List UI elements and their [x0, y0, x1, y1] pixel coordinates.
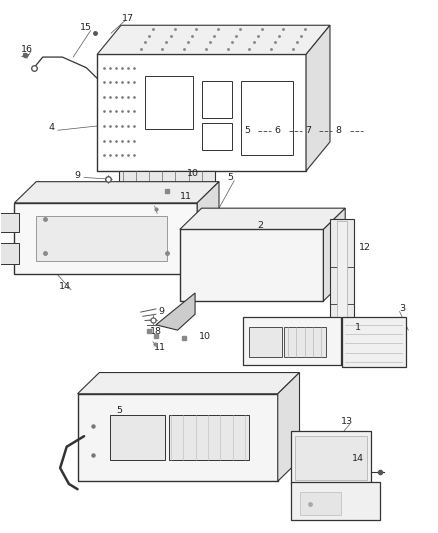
Text: 5: 5 [244, 126, 250, 135]
Text: 3: 3 [399, 304, 405, 313]
Bar [0, 214, 19, 232]
Polygon shape [306, 25, 330, 171]
Bar [291, 482, 380, 520]
Text: 12: 12 [359, 244, 371, 253]
Text: 14: 14 [59, 282, 71, 291]
Text: 5: 5 [116, 406, 122, 415]
Bar [201, 81, 232, 118]
Polygon shape [97, 25, 330, 54]
Text: 6: 6 [275, 126, 281, 135]
Text: 16: 16 [21, 45, 33, 54]
Text: 18: 18 [150, 327, 162, 336]
Polygon shape [180, 208, 345, 229]
Bar [342, 317, 406, 367]
Text: 11: 11 [154, 343, 166, 352]
Text: 10: 10 [199, 332, 211, 341]
Bar [169, 415, 250, 460]
Text: 4: 4 [49, 123, 54, 132]
Bar [330, 219, 354, 343]
Bar [0, 243, 19, 264]
Bar [78, 394, 278, 481]
Bar [336, 221, 347, 341]
Text: 5: 5 [227, 173, 233, 182]
Bar [300, 492, 341, 515]
Text: 2: 2 [258, 221, 263, 230]
Bar [145, 76, 193, 128]
Text: 9: 9 [74, 171, 81, 180]
Bar [241, 81, 293, 155]
Bar [295, 436, 367, 480]
Text: 11: 11 [180, 192, 192, 201]
Text: 9: 9 [159, 307, 165, 316]
Bar [110, 415, 165, 460]
Bar [180, 229, 323, 301]
Bar [119, 171, 215, 192]
Text: 7: 7 [305, 126, 311, 135]
Polygon shape [14, 182, 219, 203]
Bar [284, 327, 325, 357]
Text: 10: 10 [187, 169, 199, 178]
Polygon shape [278, 373, 300, 481]
Text: 17: 17 [122, 14, 134, 23]
Text: 14: 14 [352, 454, 364, 463]
Text: 13: 13 [341, 417, 353, 426]
Polygon shape [156, 293, 195, 330]
Polygon shape [323, 208, 345, 301]
Text: 15: 15 [80, 23, 92, 33]
Bar [250, 327, 282, 357]
Bar [14, 203, 197, 274]
Bar [291, 431, 371, 484]
Bar [97, 54, 306, 171]
Polygon shape [197, 182, 219, 274]
Text: 1: 1 [355, 323, 361, 332]
Bar [36, 216, 167, 261]
Bar [243, 317, 341, 365]
Polygon shape [78, 373, 300, 394]
Text: 8: 8 [336, 126, 342, 135]
Bar [201, 123, 232, 150]
